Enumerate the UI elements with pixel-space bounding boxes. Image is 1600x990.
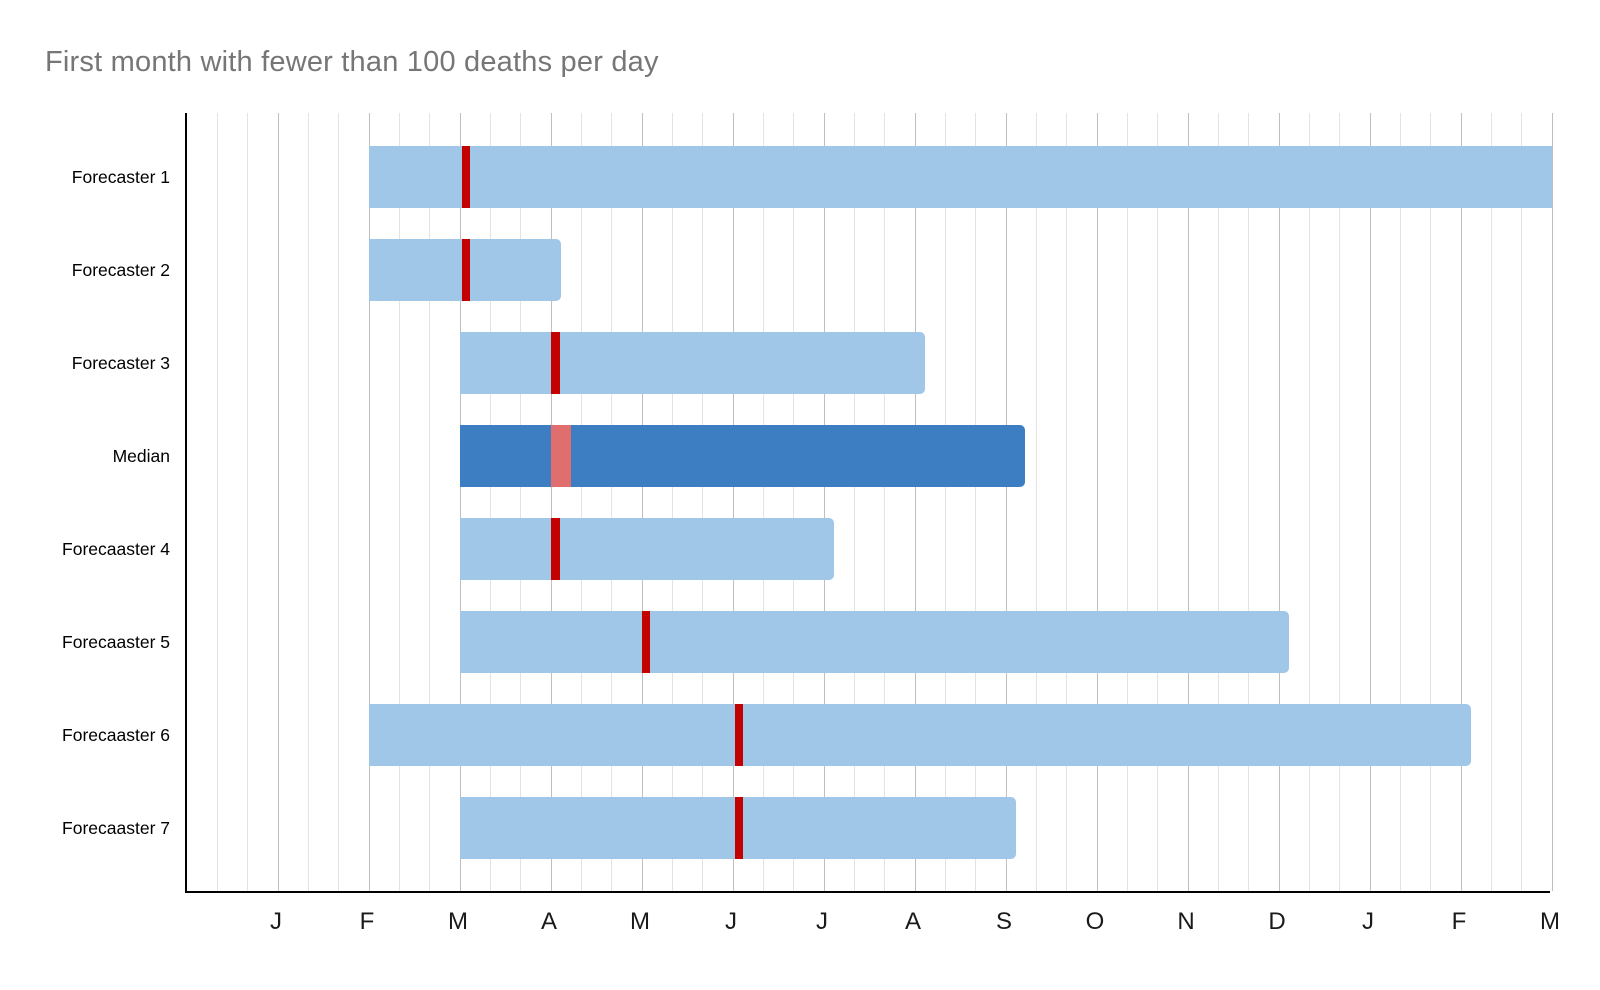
range-bar <box>369 146 1552 208</box>
gridline-major <box>277 113 279 891</box>
gridline-minor <box>611 113 613 891</box>
range-bar <box>460 332 925 394</box>
gridline-minor <box>1248 113 1250 891</box>
gridline-major <box>1460 113 1462 891</box>
gridline-major <box>1187 113 1189 891</box>
gridline-major <box>550 113 552 891</box>
gridline-minor <box>398 113 400 891</box>
gridline-minor <box>1126 113 1128 891</box>
x-tick-label: A <box>540 908 557 935</box>
x-tick-label: J <box>1362 908 1374 935</box>
forecast-marker <box>734 797 743 859</box>
row-label: Forecaaster 5 <box>62 632 170 652</box>
gridline-minor <box>1157 113 1159 891</box>
gridline-minor <box>975 113 977 891</box>
gridline-minor <box>338 113 340 891</box>
forecast-marker <box>551 332 561 394</box>
row-label: Forecaster 2 <box>71 260 170 280</box>
forecast-marker <box>734 704 743 766</box>
gridline-major <box>1369 113 1371 891</box>
gridline-minor <box>580 113 582 891</box>
gridline-minor <box>1066 113 1068 891</box>
gridline-minor <box>884 113 886 891</box>
gridline-major <box>641 113 643 891</box>
x-tick-label: M <box>630 908 650 935</box>
gridline-minor <box>1490 113 1492 891</box>
gridline-minor <box>520 113 522 891</box>
gridline-major <box>1005 113 1007 891</box>
row-label: Forecaster 1 <box>71 167 170 187</box>
gridline-minor <box>1035 113 1037 891</box>
gridline-minor <box>702 113 704 891</box>
x-tick-label: J <box>725 908 737 935</box>
gridline-major <box>914 113 916 891</box>
gridline-minor <box>671 113 673 891</box>
gridline-major <box>1278 113 1280 891</box>
gridline-minor <box>216 113 218 891</box>
x-tick-label: O <box>1085 908 1105 935</box>
x-tick-label: S <box>995 908 1012 935</box>
plot-area <box>185 113 1553 893</box>
row-label: Forecaaster 4 <box>62 539 170 559</box>
chart-title: First month with fewer than 100 deaths p… <box>45 46 659 78</box>
range-bar <box>369 704 1471 766</box>
forecast-marker <box>461 239 470 301</box>
gridline-major <box>1551 113 1553 891</box>
gridline-minor <box>793 113 795 891</box>
gridline-minor <box>762 113 764 891</box>
gridline-major <box>732 113 734 891</box>
gridline-minor <box>1308 113 1310 891</box>
gridline-minor <box>944 113 946 891</box>
range-bar <box>460 611 1289 673</box>
gridline-minor <box>429 113 431 891</box>
gridline-minor <box>307 113 309 891</box>
gridline-major <box>459 113 461 891</box>
x-tick-label: M <box>448 908 468 935</box>
x-tick-label: M <box>1540 908 1560 935</box>
median-range-bar <box>460 425 1026 487</box>
x-tick-label: F <box>359 908 375 935</box>
gridline-minor <box>1430 113 1432 891</box>
range-bar <box>460 518 834 580</box>
gridline-minor <box>1521 113 1523 891</box>
gridline-minor <box>247 113 249 891</box>
x-tick-label: F <box>1451 908 1467 935</box>
gridline-major <box>823 113 825 891</box>
forecast-marker <box>461 146 470 208</box>
gridline-major <box>368 113 370 891</box>
gridline-minor <box>489 113 491 891</box>
gridline-minor <box>1399 113 1401 891</box>
gridline-minor <box>853 113 855 891</box>
median-forecast-marker <box>551 425 572 487</box>
row-label: Forecaster 3 <box>71 353 170 373</box>
gridline-minor <box>1217 113 1219 891</box>
forecast-marker <box>642 611 651 673</box>
gridline-minor <box>1339 113 1341 891</box>
x-tick-label: J <box>270 908 282 935</box>
x-tick-label: A <box>904 908 921 935</box>
row-label: Forecaaster 7 <box>62 818 170 838</box>
row-label: Median <box>112 446 170 466</box>
x-tick-label: J <box>816 908 828 935</box>
x-tick-label: D <box>1268 908 1286 935</box>
x-tick-label: N <box>1177 908 1195 935</box>
row-label: Forecaaster 6 <box>62 725 170 745</box>
forecast-marker <box>551 518 561 580</box>
gridline-major <box>1096 113 1098 891</box>
